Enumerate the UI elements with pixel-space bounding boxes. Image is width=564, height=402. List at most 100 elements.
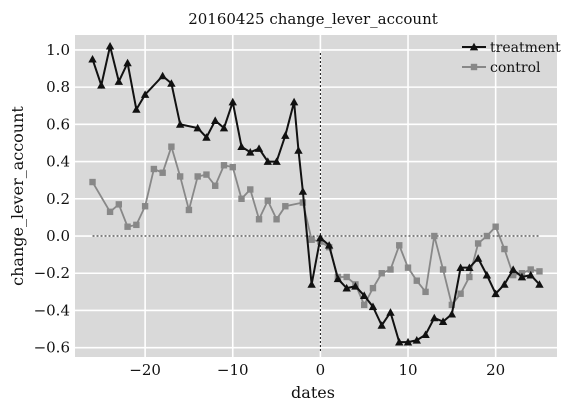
- treatment-point: [517, 272, 527, 281]
- y-tick-label: 0.2: [46, 190, 70, 208]
- treatment-point: [88, 54, 97, 63]
- treatment-point: [175, 120, 185, 128]
- treatment-point: [114, 77, 124, 85]
- legend-marker-control: [470, 63, 478, 71]
- treatment-point: [386, 308, 395, 316]
- control-point: [106, 208, 114, 216]
- control-point: [238, 195, 245, 202]
- control-point: [194, 173, 201, 180]
- treatment-point: [377, 321, 386, 329]
- treatment-point: [342, 283, 351, 292]
- control-point: [247, 186, 254, 193]
- control-point: [431, 232, 438, 240]
- treatment-point: [123, 58, 132, 67]
- treatment-point: [465, 263, 474, 272]
- control-point: [282, 203, 289, 210]
- control-point: [150, 165, 158, 173]
- y-tick-label: 0.0: [46, 227, 70, 245]
- control-point: [124, 223, 131, 230]
- x-tick-labels: −20 −10 0 10 20: [129, 361, 505, 379]
- treatment-point: [237, 142, 246, 151]
- control-point: [527, 266, 534, 273]
- y-tick-label: −0.2: [34, 264, 70, 282]
- x-tick-label: 10: [398, 361, 417, 379]
- legend-label-control: control: [490, 60, 541, 76]
- control-point: [159, 169, 166, 176]
- treatment-point: [193, 123, 202, 132]
- y-tick-labels: 1.0 0.8 0.6 0.4 0.2 0.0 −0.2 −0.4 −0.6: [34, 41, 70, 357]
- control-point: [378, 270, 385, 277]
- x-tick-label: −20: [129, 361, 161, 379]
- control-point: [343, 273, 350, 281]
- control-point: [273, 216, 280, 223]
- treatment-point: [316, 233, 325, 242]
- treatment-point: [333, 274, 343, 283]
- y-tick-label: 1.0: [46, 41, 70, 59]
- control-point: [176, 173, 184, 180]
- treatment-point: [473, 254, 483, 262]
- series-treatment: [88, 41, 544, 346]
- legend-label-treatment: treatment: [490, 40, 561, 56]
- control-point: [396, 242, 403, 249]
- control-point: [448, 301, 456, 309]
- x-tick-label: 0: [316, 361, 326, 379]
- control-point: [89, 178, 96, 186]
- treatment-point: [307, 280, 316, 288]
- control-point: [220, 162, 228, 169]
- control-point: [115, 201, 123, 208]
- control-point: [255, 216, 263, 223]
- treatment-point: [289, 97, 299, 106]
- control-point: [387, 266, 394, 273]
- control-point: [536, 268, 543, 275]
- control-point: [413, 277, 420, 284]
- control-point: [308, 236, 315, 243]
- control-point: [492, 223, 499, 230]
- treatment-point: [219, 123, 229, 132]
- control-point: [439, 266, 447, 273]
- treatment-point: [132, 105, 141, 113]
- treatment-point: [438, 317, 448, 325]
- treatment-point: [491, 289, 500, 298]
- treatment-point: [228, 97, 237, 106]
- control-point: [483, 232, 491, 240]
- control-point: [422, 288, 429, 296]
- x-axis-label: dates: [291, 383, 335, 402]
- treatment-point: [456, 263, 465, 272]
- control-point: [361, 301, 368, 309]
- treatment-point: [97, 81, 106, 89]
- control-point: [168, 143, 175, 150]
- treatment-point: [254, 144, 264, 152]
- treatment-point: [447, 309, 457, 318]
- treatment-point: [272, 157, 281, 165]
- treatment-point: [535, 280, 544, 288]
- y-tick-label: 0.6: [46, 115, 70, 133]
- x-tick-label: −10: [217, 361, 249, 379]
- control-point: [133, 221, 140, 229]
- treatment-point: [298, 187, 308, 195]
- x-tick-label: 20: [486, 361, 505, 379]
- treatment-point: [403, 337, 413, 346]
- control-point: [457, 290, 464, 297]
- y-tick-label: −0.6: [34, 339, 70, 357]
- treatment-point: [421, 330, 430, 339]
- plot-area: [75, 35, 557, 357]
- control-point: [141, 203, 149, 210]
- control-point: [185, 206, 193, 214]
- treatment-point: [294, 146, 303, 154]
- treatment-point: [246, 148, 255, 156]
- treatment-point: [500, 280, 509, 288]
- treatment-point: [482, 270, 492, 279]
- control-point: [466, 273, 473, 281]
- reference-lines: [92, 53, 540, 351]
- control-point: [501, 245, 508, 253]
- treatment-point: [526, 270, 535, 279]
- treatment-point: [368, 302, 378, 311]
- treatment-point: [351, 282, 360, 290]
- control-point: [203, 171, 210, 178]
- control-point: [212, 182, 219, 189]
- treatment-point: [508, 265, 518, 273]
- y-tick-label: 0.8: [46, 78, 70, 96]
- treatment-point: [281, 131, 290, 139]
- control-point: [229, 163, 236, 171]
